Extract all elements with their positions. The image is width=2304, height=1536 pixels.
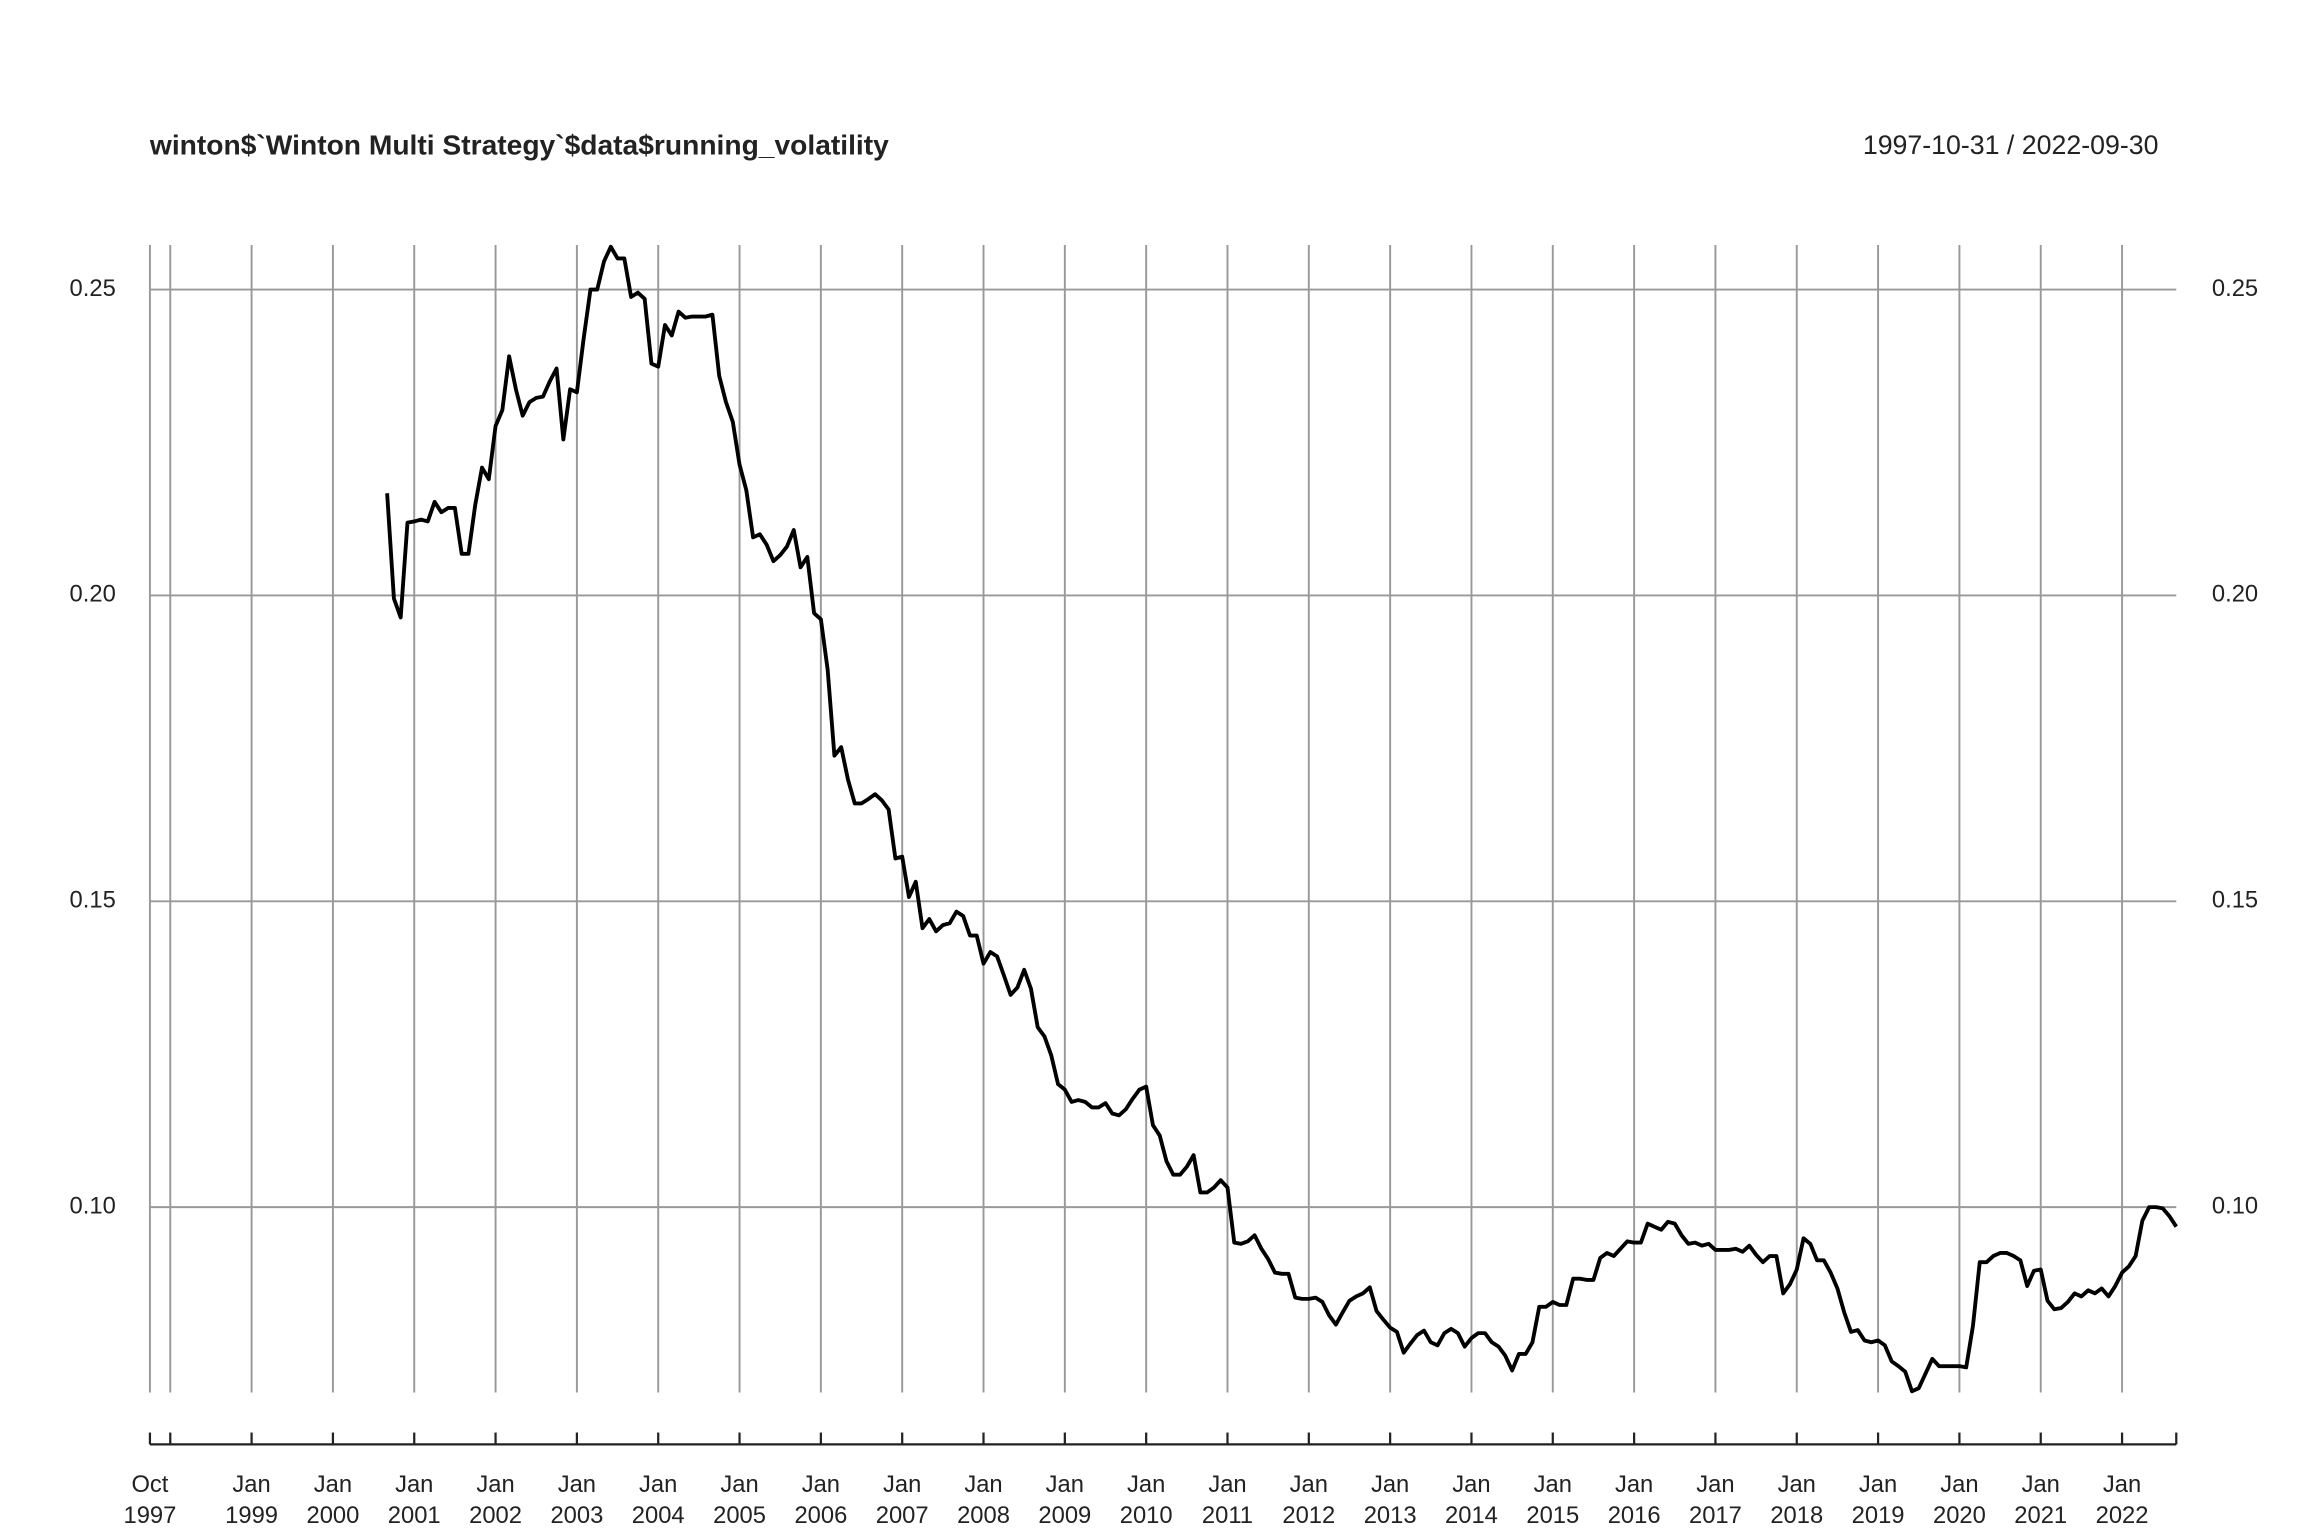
x-tick-label: Jan 2016 [1607, 1472, 1661, 1530]
x-tick-label: Jan 2020 [1932, 1472, 1986, 1530]
y-tick-label: 0.15 [70, 887, 116, 914]
x-tick-label: Jan 2019 [1851, 1472, 1905, 1530]
x-tick-label: Jan 2017 [1689, 1472, 1742, 1530]
x-tick-label: Jan 2012 [1282, 1472, 1336, 1530]
x-tick-label: Jan 2018 [1770, 1472, 1824, 1530]
x-tick-label: Jan 2008 [957, 1472, 1010, 1530]
date-range: 1997-10-31 / 2022-09-30 [1863, 130, 2159, 160]
x-tick-label: Jan 2006 [794, 1472, 848, 1530]
x-tick-label: Jan 2010 [1119, 1472, 1173, 1530]
data-line [385, 244, 2178, 1394]
chart-title: winton$`Winton Multi Strategy`$data$runn… [149, 128, 889, 160]
x-tick-label: Jan 2002 [469, 1472, 522, 1530]
y-tick-label-right: 0.10 [2212, 1192, 2258, 1219]
x-tick-label: Jan 2004 [631, 1472, 685, 1530]
x-tick-label: Oct 1997 [123, 1472, 177, 1530]
x-tick-label: Jan 2022 [2095, 1472, 2149, 1530]
y-tick-label: 0.10 [70, 1192, 116, 1219]
x-tick-label: Jan 2000 [306, 1472, 360, 1530]
x-tick-label: Jan 2021 [2014, 1472, 2068, 1530]
y-tick-label-right: 0.25 [2212, 275, 2258, 302]
y-tick-label: 0.20 [70, 581, 116, 608]
x-tick-label: Jan 2011 [1201, 1472, 1254, 1530]
x-tick-label: Jan 2007 [875, 1472, 929, 1530]
y-tick-label-right: 0.15 [2212, 887, 2258, 914]
x-tick-label: Jan 1999 [225, 1472, 278, 1530]
x-tick-label: Jan 2013 [1363, 1472, 1417, 1530]
x-tick-label: Jan 2009 [1038, 1472, 1092, 1530]
x-tick-label: Jan 2015 [1526, 1472, 1580, 1530]
x-tick-label: Jan 2005 [713, 1472, 766, 1530]
x-tick-label: Jan 2003 [550, 1472, 604, 1530]
y-tick-label-right: 0.20 [2212, 581, 2258, 608]
y-tick-label: 0.25 [70, 275, 116, 302]
x-tick-label: Jan 2014 [1445, 1472, 1498, 1530]
x-tick-label: Jan 2001 [387, 1472, 441, 1530]
